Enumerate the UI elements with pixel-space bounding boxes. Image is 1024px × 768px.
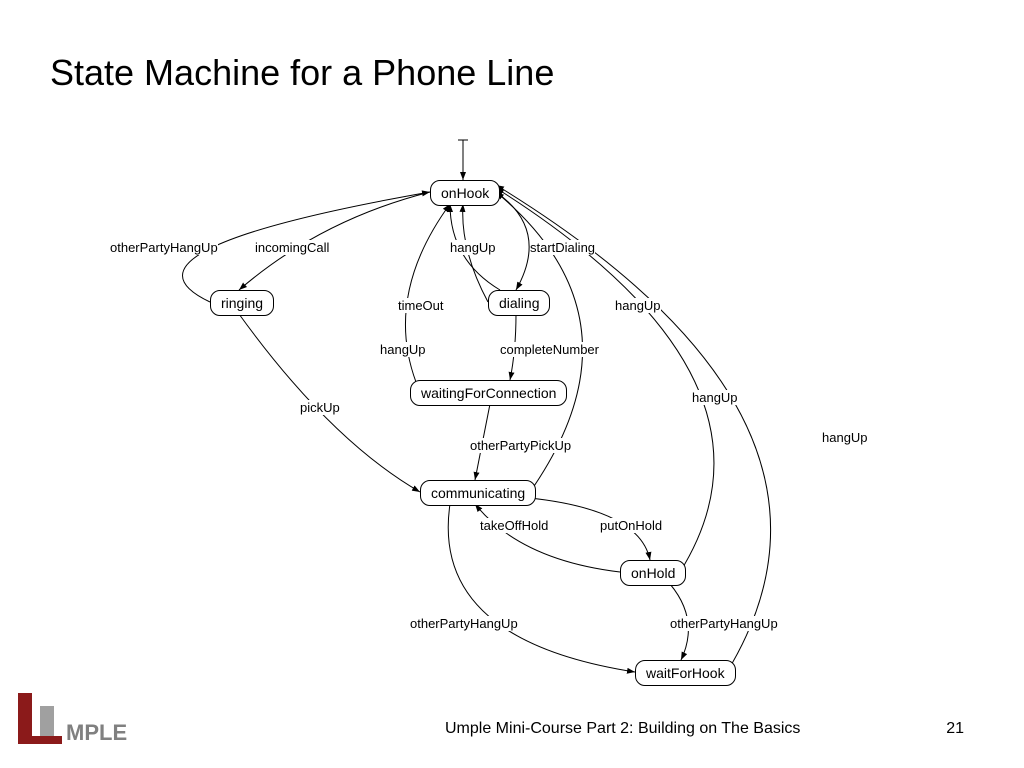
edge-label-onHook-dialing: startDialing [530, 240, 595, 255]
edge-label-onHold-communicating: takeOffHold [480, 518, 548, 533]
edge-label-dialing-onHook: timeOut [398, 298, 444, 313]
edge-label-communicating-onHook: hangUp [615, 298, 661, 313]
edge-label-communicating-waitForHook: otherPartyHangUp [410, 616, 518, 631]
edge-label-onHold-onHook: hangUp [692, 390, 738, 405]
edge-label-waitingForConnection-communicating: otherPartyPickUp [470, 438, 571, 453]
footer-course-label: Umple Mini-Course Part 2: Building on Th… [445, 720, 800, 738]
state-node-dialing: dialing [488, 290, 550, 316]
edge-label-ringing-onHook: otherPartyHangUp [110, 240, 218, 255]
state-node-onHold: onHold [620, 560, 686, 586]
state-node-ringing: ringing [210, 290, 274, 316]
edge-label-dialing-waitingForConnection: completeNumber [500, 342, 599, 357]
edges-layer [80, 120, 940, 730]
page-number: 21 [946, 720, 964, 738]
state-node-waitingForConnection: waitingForConnection [410, 380, 567, 406]
edge-onHold-communicating [475, 504, 620, 572]
edge-waitForHook-onHook [496, 185, 771, 672]
edge-onHook-dialing [496, 192, 529, 290]
state-node-waitForHook: waitForHook [635, 660, 736, 686]
edge-label-dialing-onHook: hangUp [450, 240, 496, 255]
state-node-communicating: communicating [420, 480, 536, 506]
edge-label-onHook-ringing: incomingCall [255, 240, 329, 255]
edge-label-onHold-waitForHook: otherPartyHangUp [670, 616, 778, 631]
state-node-onHook: onHook [430, 180, 500, 206]
state-machine-diagram: onHook ringing dialing waitingForConnection… [80, 120, 940, 730]
edge-label-waitingForConnection-onHook: hangUp [380, 342, 426, 357]
edge-label-ringing-communicating: pickUp [300, 400, 340, 415]
edge-label-communicating-onHold: putOnHold [600, 518, 662, 533]
umple-logo: MPLE [18, 688, 168, 748]
slide-title: State Machine for a Phone Line [50, 52, 554, 94]
edge-label-waitForHook-onHook: hangUp [822, 430, 868, 445]
svg-text:MPLE: MPLE [66, 720, 127, 745]
